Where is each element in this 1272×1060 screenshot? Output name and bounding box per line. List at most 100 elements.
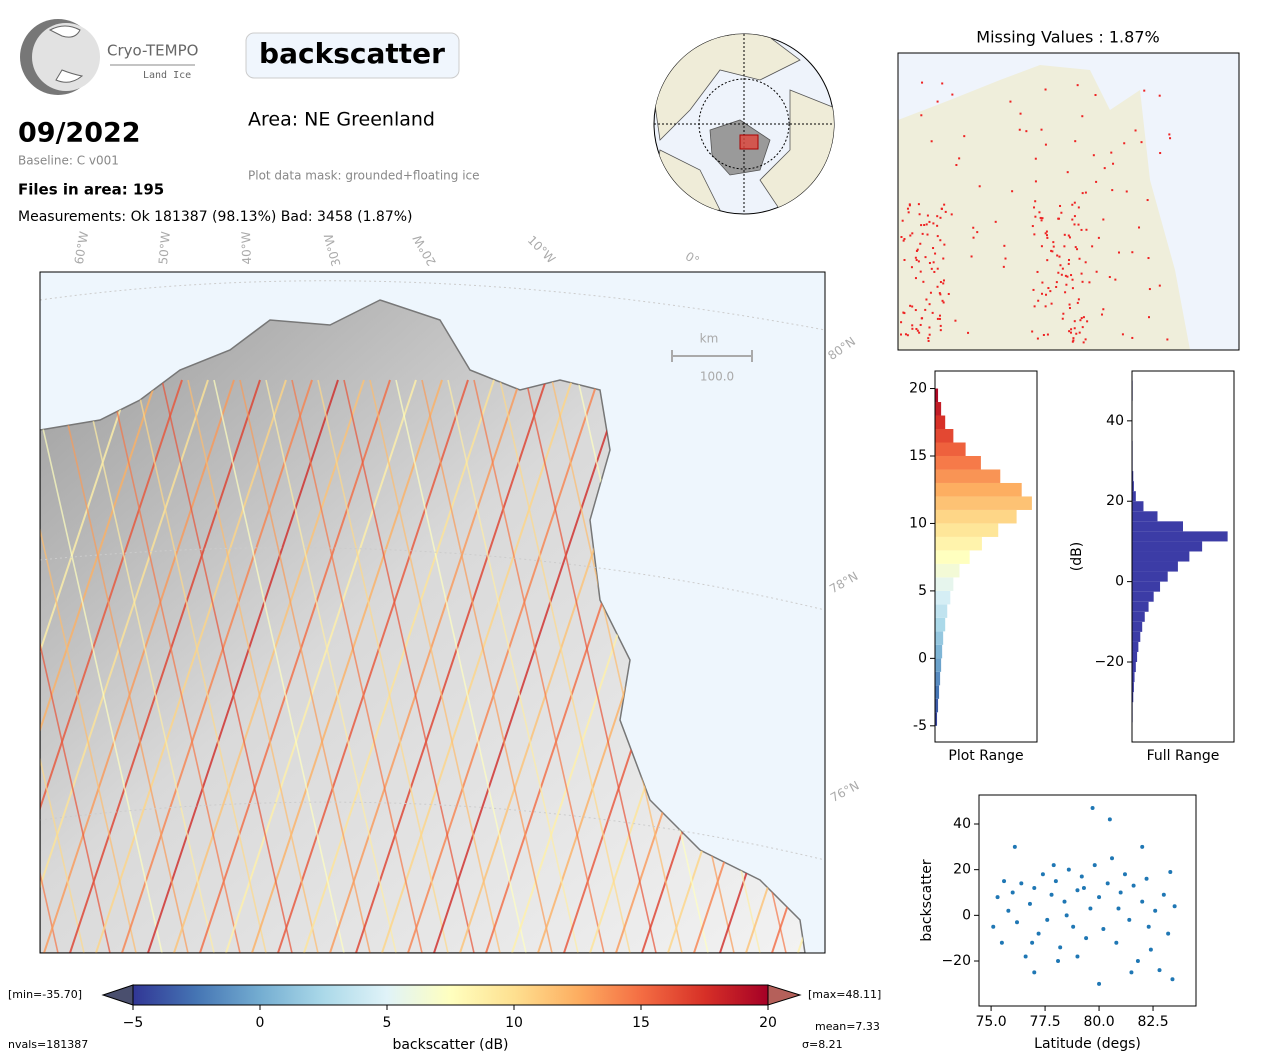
- hist-bar: [935, 644, 943, 659]
- missing-dot: [1044, 232, 1047, 235]
- y-tick-label: 0: [918, 650, 927, 666]
- missing-dot: [1072, 339, 1075, 342]
- scatter-point: [1161, 892, 1166, 897]
- y-tick-label: 15: [909, 448, 927, 464]
- nvals-label: nvals=181387: [8, 1038, 88, 1051]
- missing-dot: [919, 323, 922, 326]
- missing-dot: [914, 256, 917, 259]
- missing-dot: [1076, 301, 1079, 304]
- missing-dot: [1073, 223, 1076, 226]
- x-tick-label: 10: [505, 1015, 523, 1031]
- missing-dot: [1011, 190, 1014, 193]
- missing-dot: [928, 220, 931, 223]
- scatter-point: [1051, 863, 1056, 868]
- missing-dot: [1069, 331, 1072, 334]
- track: [83, 379, 215, 953]
- missing-dot: [917, 260, 920, 263]
- missing-dot: [1095, 180, 1098, 183]
- missing-dot: [1138, 226, 1141, 229]
- missing-dot: [902, 239, 905, 242]
- missing-dot: [942, 301, 945, 304]
- missing-dot: [1112, 162, 1115, 165]
- hist-bar: [935, 455, 981, 470]
- missing-dot: [924, 256, 927, 259]
- missing-dot: [926, 233, 929, 236]
- missing-dot: [1003, 244, 1006, 247]
- missing-dot: [1088, 281, 1091, 284]
- track: [277, 379, 469, 953]
- missing-dot: [1081, 280, 1084, 283]
- missing-dot: [1042, 333, 1045, 336]
- missing-dot: [1033, 206, 1036, 209]
- missing-dot: [1032, 288, 1035, 291]
- track: [69, 379, 261, 953]
- missing-dot: [1055, 285, 1058, 288]
- missing-dot: [1076, 248, 1079, 251]
- missing-dot: [1058, 255, 1061, 258]
- missing-frame: [897, 52, 1240, 351]
- colorbar-label: backscatter (dB): [392, 1037, 508, 1053]
- track: [239, 379, 371, 953]
- track: [187, 379, 319, 953]
- track: [135, 379, 267, 953]
- track: [407, 379, 599, 953]
- track: [395, 379, 527, 953]
- hist-bar: [1132, 591, 1154, 602]
- missing-dot: [1009, 100, 1012, 103]
- missing-dot: [972, 236, 975, 239]
- missing-dot: [1036, 270, 1039, 273]
- track: [329, 379, 521, 953]
- axes-frame: [978, 794, 1197, 1007]
- missing-dot: [1050, 302, 1053, 305]
- hist-bar: [1132, 611, 1145, 622]
- missing-dot: [1047, 287, 1050, 290]
- track: [40, 379, 157, 953]
- missing-dot: [1034, 215, 1037, 218]
- missing-dot: [1041, 281, 1044, 284]
- track: [121, 379, 313, 953]
- missing-dot: [1071, 340, 1074, 343]
- missing-dot: [1049, 290, 1052, 293]
- x-tick-label: 82.5: [1137, 1014, 1168, 1030]
- missing-dot: [938, 292, 941, 295]
- land: [40, 299, 806, 953]
- lon-label: 30°W: [321, 232, 343, 268]
- missing-dot: [1158, 284, 1161, 287]
- missing-dot: [1073, 201, 1076, 204]
- missing-dot: [1068, 330, 1071, 333]
- missing-dot: [1097, 236, 1100, 239]
- missing-dot: [906, 334, 909, 337]
- missing-dot: [914, 309, 917, 312]
- missing-dot: [927, 339, 930, 342]
- missing-dot: [1056, 254, 1059, 257]
- missing-dot: [1071, 287, 1074, 290]
- hist-bar: [1132, 491, 1136, 502]
- missing-dot: [1080, 317, 1083, 320]
- missing-dot: [1110, 151, 1113, 154]
- missing-dot: [1068, 303, 1071, 306]
- y-axis-label: backscatter: [919, 859, 935, 941]
- missing-dot: [1081, 326, 1084, 329]
- missing-dot: [921, 232, 924, 235]
- y-tick-label: 0: [962, 907, 971, 923]
- hist-bar: [935, 523, 999, 537]
- scatter-point: [1079, 874, 1084, 879]
- missing-dot: [1074, 246, 1077, 249]
- missing-dot: [1018, 128, 1021, 131]
- hist-bar: [935, 402, 942, 416]
- lat-label: 80°N: [825, 334, 858, 363]
- missing-dot: [1071, 203, 1074, 206]
- missing-dot: [1065, 283, 1068, 286]
- scatter-point: [1002, 879, 1007, 884]
- missing-dot: [1070, 274, 1073, 277]
- missing-dot: [928, 261, 931, 264]
- missing-dot: [1082, 316, 1085, 319]
- missing-dot: [1101, 313, 1104, 316]
- missing-dot: [928, 326, 931, 329]
- missing-dot: [936, 267, 939, 270]
- hist-bar: [1132, 481, 1134, 492]
- missing-dot: [1080, 272, 1083, 275]
- missing-dot: [1073, 320, 1076, 323]
- missing-dot: [1074, 140, 1077, 143]
